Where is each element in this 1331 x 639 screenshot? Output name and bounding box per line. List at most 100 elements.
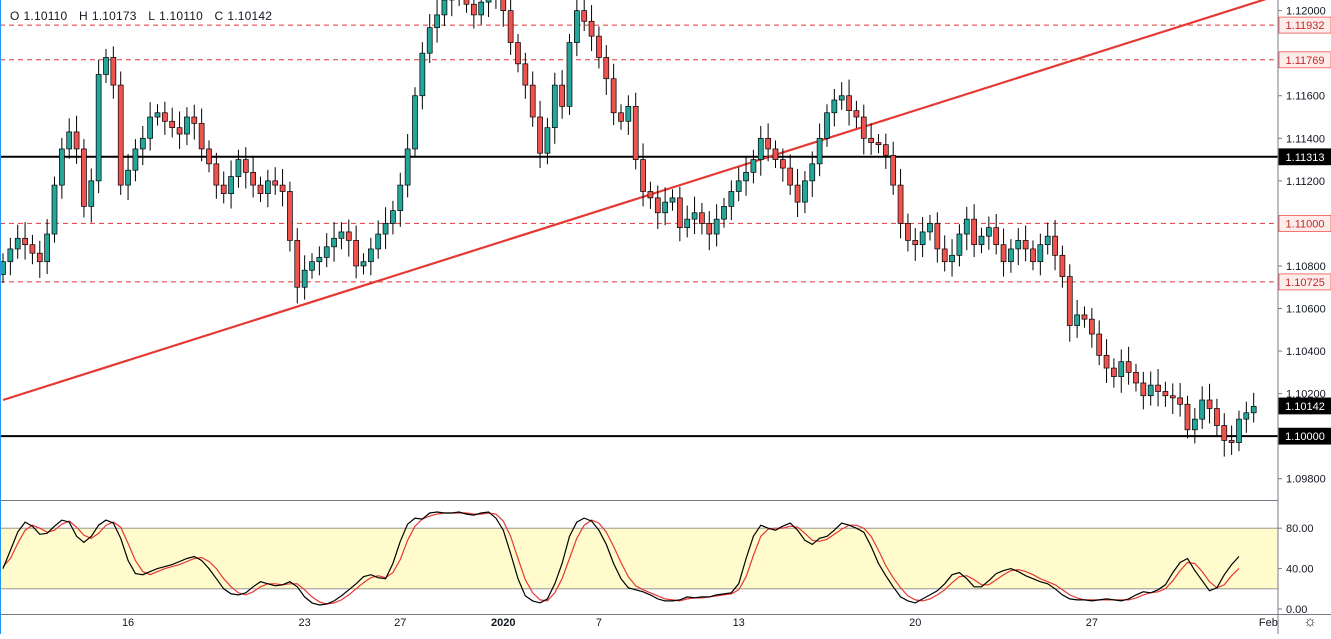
candle-body <box>529 84 536 118</box>
time-tick-label: 16 <box>122 617 134 629</box>
candle-body <box>206 148 212 165</box>
candle-body <box>88 180 95 207</box>
candle-body <box>375 233 382 250</box>
ohlc-close: C 1.10142 <box>214 9 273 23</box>
candle-body <box>1214 408 1220 426</box>
candle-body <box>1066 276 1073 326</box>
time-tick-label: 27 <box>1086 617 1098 629</box>
candle-body <box>1184 403 1191 431</box>
candle-body <box>875 142 882 146</box>
candle-body <box>1074 314 1080 326</box>
candle-body <box>110 57 117 86</box>
price-badge-label: 1.11769 <box>1286 55 1325 67</box>
price-badge-label: 1.11932 <box>1286 20 1325 32</box>
candle-body <box>618 112 624 122</box>
time-tick-label: 7 <box>596 617 602 629</box>
candle-body <box>588 20 595 37</box>
candle-body <box>29 244 36 254</box>
candle-body <box>338 231 345 239</box>
candle-body <box>787 167 794 186</box>
candle-body <box>36 252 43 263</box>
candle-body <box>669 197 676 203</box>
candle-body <box>1052 235 1058 256</box>
candle-body <box>198 123 205 150</box>
candle-body <box>750 159 757 173</box>
candle-body <box>353 240 359 267</box>
price-badge <box>1278 273 1331 291</box>
candle-body <box>676 197 683 229</box>
candle-body <box>368 248 374 263</box>
candle-body <box>1133 371 1139 384</box>
candle-body <box>132 148 139 171</box>
candle-body <box>463 0 470 5</box>
overbought-oversold-band <box>0 528 1278 589</box>
candle-body <box>596 35 602 58</box>
candle-body <box>1059 254 1066 277</box>
candle-body <box>485 0 492 3</box>
time-tick-label: 2020 <box>491 617 515 629</box>
candle-body <box>838 95 845 101</box>
price-tick-label: 1.11400 <box>1286 133 1325 145</box>
candle-body <box>404 148 411 186</box>
candle-body <box>699 212 705 224</box>
candle-body <box>323 246 330 258</box>
candle-body <box>757 137 764 160</box>
candle-body <box>470 3 477 16</box>
candle-body <box>265 180 271 194</box>
price-badge <box>1278 397 1331 415</box>
candle-body <box>103 57 109 75</box>
candle-body <box>44 233 50 263</box>
price-tick-label: 1.10400 <box>1286 346 1326 358</box>
stochastic-d-line <box>2 512 1240 605</box>
price-tick-label: 1.11600 <box>1286 91 1325 103</box>
candle-body <box>912 240 919 246</box>
candle-body <box>713 218 720 235</box>
candle-body <box>919 231 926 246</box>
candle-body <box>1037 244 1044 263</box>
time-tick-label: 20 <box>909 617 921 629</box>
candle-body <box>1008 248 1014 263</box>
candle-body <box>802 180 808 203</box>
candle-body <box>735 180 742 192</box>
stochastic-tick-label: 0.00 <box>1286 604 1307 616</box>
candle-body <box>1111 367 1117 377</box>
candle-body <box>1191 418 1198 431</box>
candle-body <box>507 10 514 43</box>
candle-body <box>1250 406 1257 414</box>
time-tick-label: 27 <box>394 617 406 629</box>
time-tick-label: 13 <box>733 617 745 629</box>
candle-body <box>1155 384 1161 392</box>
candle-body <box>853 110 860 118</box>
candle-body <box>228 176 234 194</box>
candle-body <box>559 84 565 107</box>
candle-body <box>779 159 786 169</box>
candle-body <box>809 163 816 182</box>
stochastic-lines <box>2 511 1240 606</box>
stochastic-band <box>0 527 1278 590</box>
candle-body <box>154 112 161 118</box>
candle-body <box>213 163 220 186</box>
candle-body <box>551 84 558 129</box>
candle-body <box>1140 382 1147 397</box>
price-tick-label: 1.09800 <box>1286 474 1326 486</box>
candle-body <box>169 120 176 129</box>
gear-icon[interactable]: ☼ <box>1303 613 1317 630</box>
time-tick-label: 23 <box>299 617 311 629</box>
candle-body <box>978 235 985 246</box>
candle-body <box>985 227 992 237</box>
candle-body <box>22 237 28 246</box>
candle-body <box>382 223 389 235</box>
candle-body <box>1088 318 1095 335</box>
candle-body <box>7 248 14 263</box>
candle-body <box>581 10 588 22</box>
candle-body <box>147 116 153 139</box>
candle-body <box>250 171 256 186</box>
candle-body <box>220 184 227 194</box>
price-badge-label: 1.11313 <box>1286 152 1325 164</box>
candle-body <box>500 0 507 11</box>
candle-body <box>544 127 551 154</box>
candle-body <box>73 131 80 150</box>
